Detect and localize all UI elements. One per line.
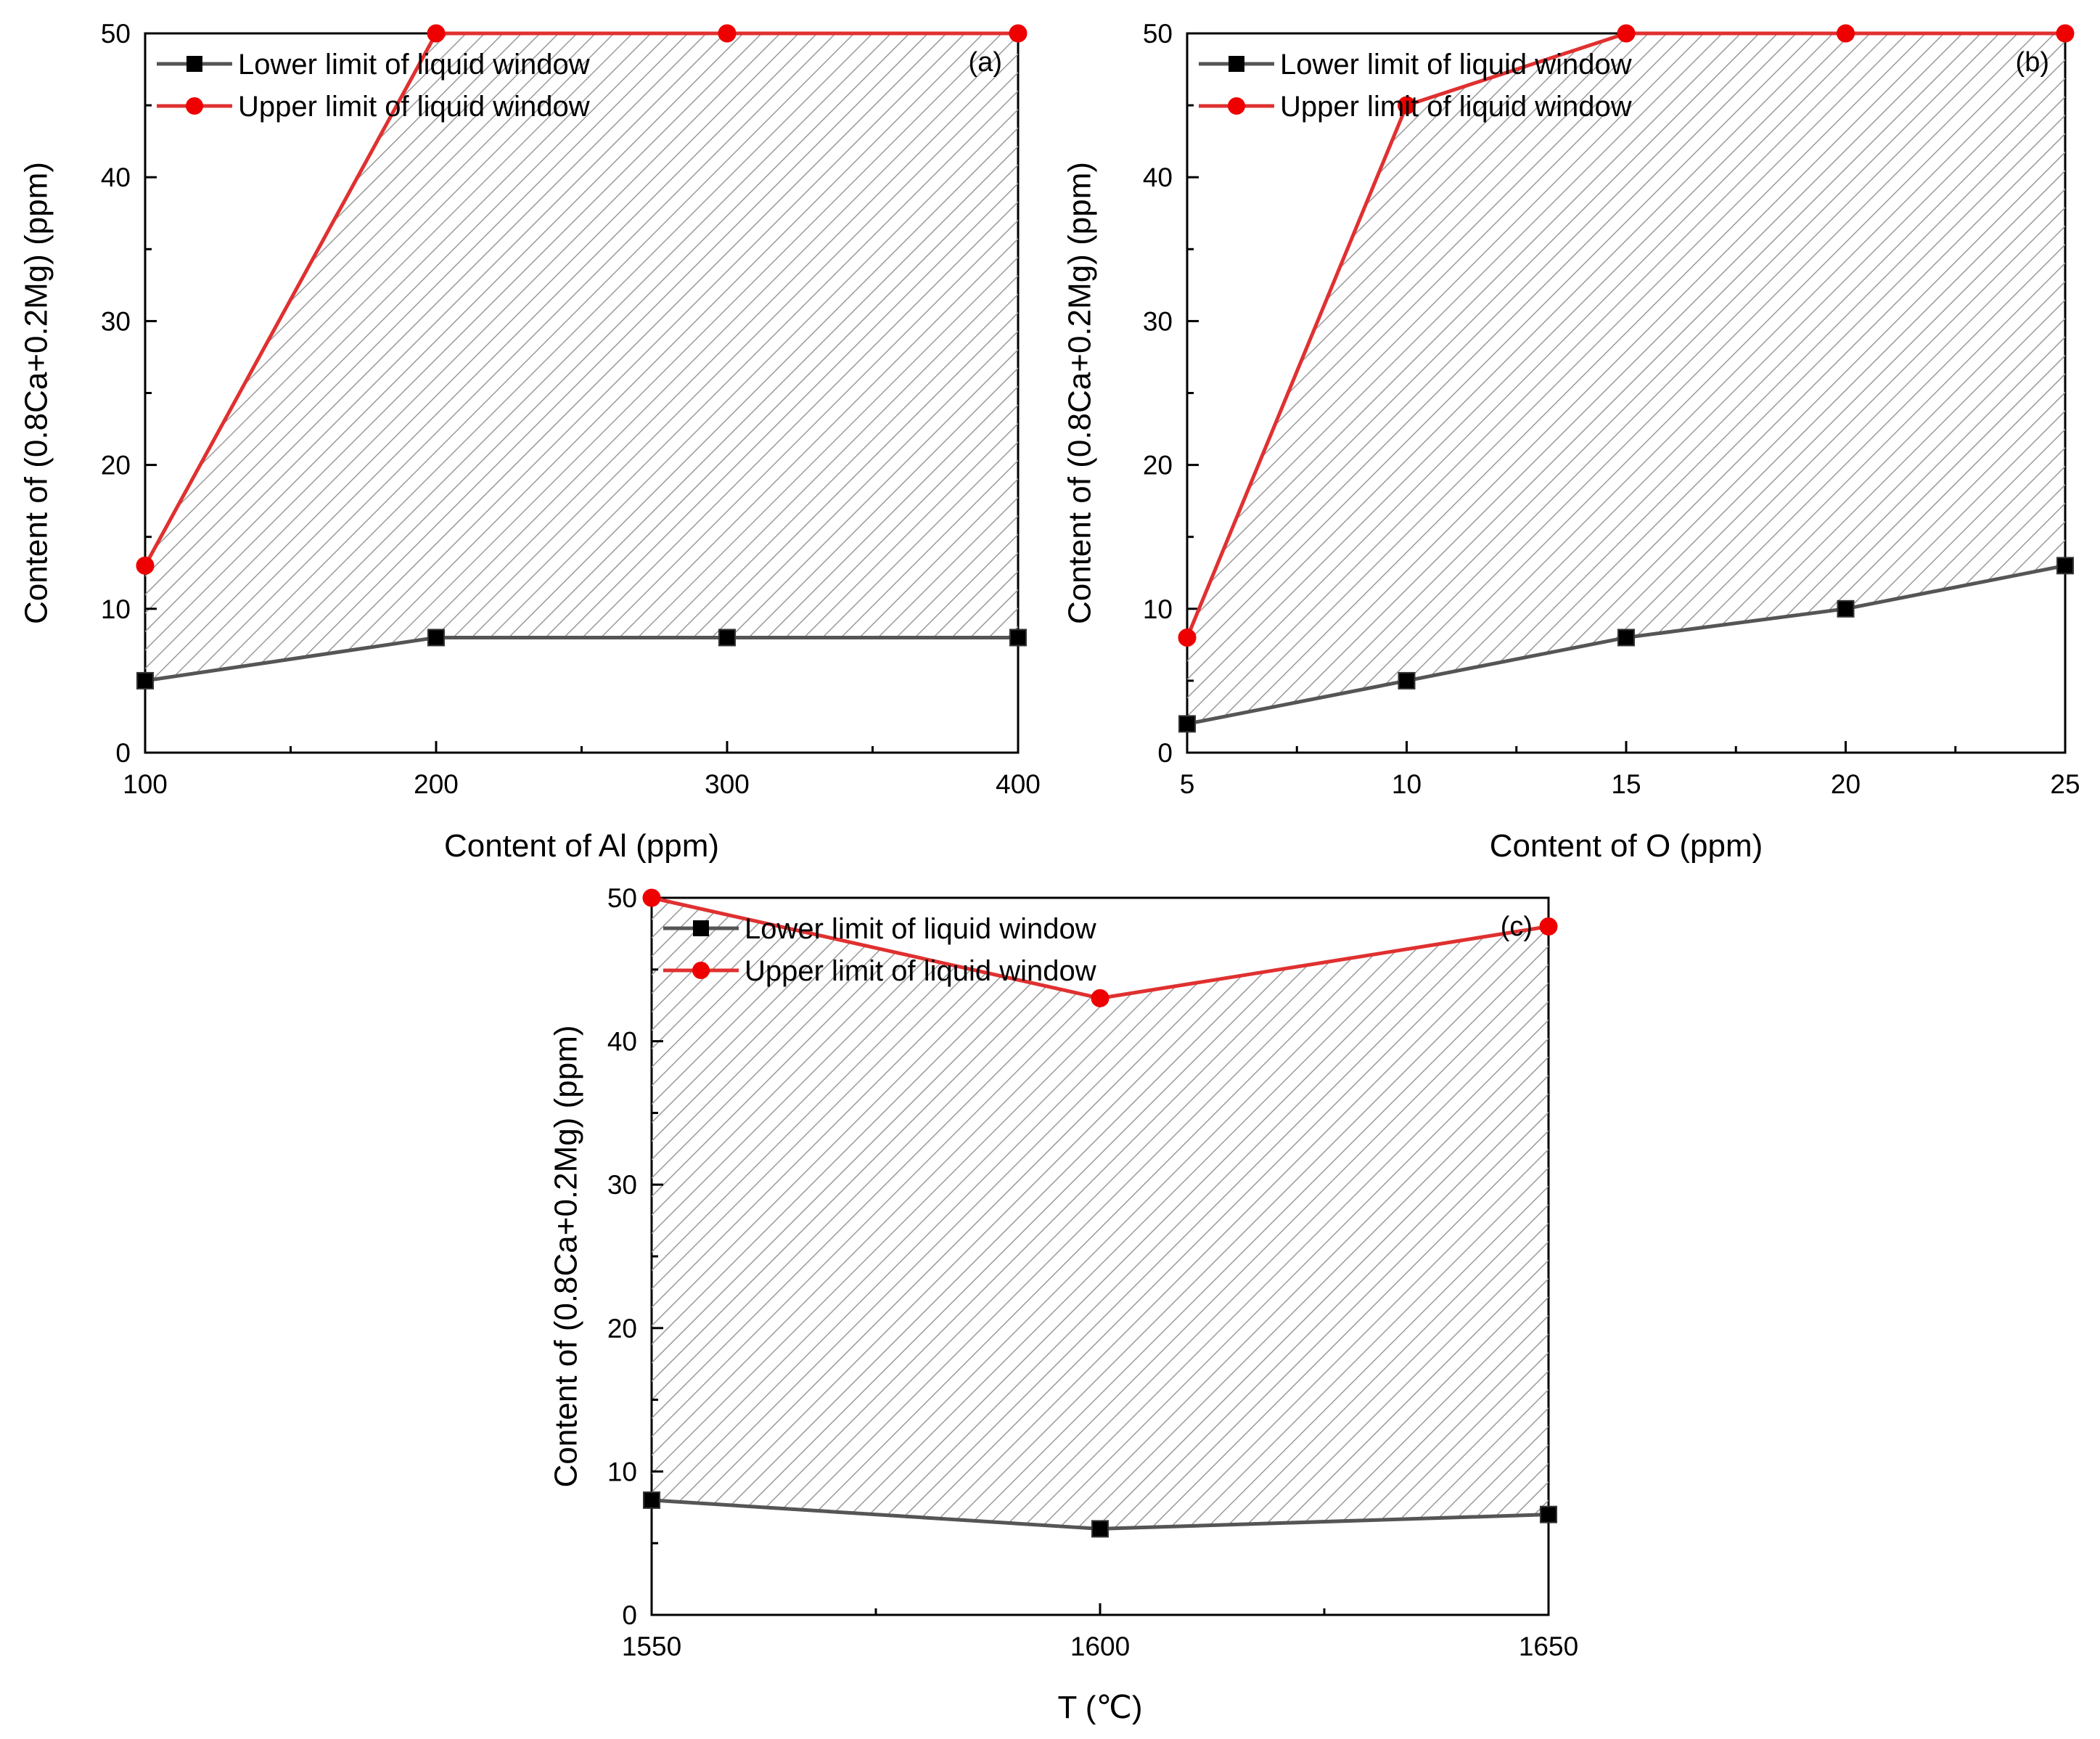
panel-c: 1550 1600 1650 0 10 20 30 40 50 (c) T (℃) Conten…: [549, 883, 1579, 1725]
lower-limit-point: [427, 629, 445, 647]
legend-upper-label: Upper limit of liquid window: [1280, 91, 1632, 123]
upper-limit-point: [1539, 917, 1558, 936]
series-markers: [642, 888, 1558, 1538]
x-tick-label: 100: [123, 769, 168, 799]
legend: Lower limit of liquid window Upper limit…: [1199, 49, 1632, 123]
y-tick-label: 0: [622, 1600, 637, 1630]
axis-ticks: 5 10 15 20 25 0 10 20 30 40 50: [1143, 19, 2080, 799]
liquid-window-shading: [145, 33, 1018, 681]
y-tick-label: 10: [607, 1457, 637, 1486]
x-tick-label: 25: [2050, 769, 2080, 799]
x-tick-label: 300: [705, 769, 750, 799]
axis-ticks: 100 200 300 400 0 10 20 30 40 50: [101, 19, 1041, 799]
x-tick-label: 15: [1611, 769, 1641, 799]
x-tick-label: 1650: [1519, 1632, 1578, 1661]
y-tick-label: 20: [101, 451, 131, 480]
liquid-window-shading: [1187, 33, 2065, 724]
lower-limit-point: [643, 1491, 660, 1509]
y-tick-label: 10: [101, 594, 131, 624]
legend-upper-marker: [186, 97, 203, 115]
y-tick-label: 40: [101, 163, 131, 192]
legend-lower-label: Lower limit of liquid window: [1280, 49, 1632, 81]
legend-upper-label: Upper limit of liquid window: [745, 955, 1096, 987]
y-tick-label: 50: [1143, 19, 1173, 49]
upper-limit-point: [2056, 24, 2075, 43]
upper-limit-point: [642, 888, 661, 907]
upper-limit-point: [1009, 24, 1028, 43]
upper-limit-point: [1837, 24, 1855, 43]
y-tick-label: 20: [607, 1314, 637, 1343]
y-axis-title: Content of (0.8Ca+0.2Mg) (ppm): [19, 162, 54, 624]
y-tick-label: 0: [115, 738, 131, 768]
lower-limit-point: [2056, 557, 2074, 575]
y-axis-title: Content of (0.8Ca+0.2Mg) (ppm): [1062, 162, 1098, 624]
x-tick-label: 1550: [622, 1632, 681, 1661]
legend-upper-label: Upper limit of liquid window: [238, 91, 590, 123]
legend-lower-marker: [1229, 56, 1244, 72]
upper-limit-point: [1091, 989, 1110, 1007]
panel-b: 5 10 15 20 25 0 10 20 30 40 50 (b) Content of O (p…: [1062, 19, 2080, 864]
upper-limit-point: [427, 24, 446, 43]
lower-limit-point: [1009, 629, 1027, 647]
legend-lower-marker: [186, 56, 202, 72]
y-tick-label: 30: [101, 306, 131, 336]
lower-limit-point: [1540, 1505, 1557, 1523]
x-tick-label: 5: [1180, 769, 1195, 799]
lower-limit-point: [1091, 1520, 1109, 1538]
lower-limit-point: [136, 671, 154, 690]
liquid-window-shading: [652, 898, 1549, 1529]
y-tick-label: 20: [1143, 451, 1173, 480]
y-tick-label: 50: [101, 19, 131, 49]
y-axis-title: Content of (0.8Ca+0.2Mg) (ppm): [549, 1025, 584, 1487]
legend-lower-marker: [693, 920, 709, 936]
legend-upper-marker: [1228, 97, 1245, 115]
lower-limit-point: [718, 629, 736, 647]
legend: Lower limit of liquid window Upper limit…: [157, 49, 590, 123]
series-markers: [136, 24, 1028, 690]
axis-ticks: 1550 1600 1650 0 10 20 30 40 50: [607, 883, 1578, 1661]
upper-limit-point: [718, 24, 737, 43]
upper-limit-point: [1178, 628, 1197, 647]
y-tick-label: 40: [1143, 163, 1173, 192]
legend: Lower limit of liquid window Upper limit…: [663, 913, 1096, 987]
y-tick-label: 30: [1143, 306, 1173, 336]
x-tick-label: 1600: [1070, 1632, 1130, 1661]
upper-limit-point: [1398, 96, 1416, 115]
legend-upper-marker: [692, 962, 710, 979]
upper-limit-line: [143, 31, 1018, 567]
y-tick-label: 30: [607, 1170, 637, 1200]
series-markers: [1178, 24, 2075, 733]
x-tick-label: 200: [414, 769, 459, 799]
panel-a: 100 200 300 400 0 10 20 30 40 50 (a) Content of A…: [19, 19, 1041, 864]
x-tick-label: 20: [1831, 769, 1861, 799]
y-tick-label: 0: [1157, 738, 1173, 768]
x-tick-label: 400: [996, 769, 1041, 799]
lower-limit-point: [1837, 600, 1855, 618]
x-axis-title: T (℃): [1057, 1690, 1142, 1725]
y-tick-label: 50: [607, 883, 637, 913]
legend-lower-label: Lower limit of liquid window: [745, 913, 1096, 945]
panel-label: (c): [1501, 912, 1533, 942]
panel-label: (b): [2016, 47, 2049, 78]
lower-limit-point: [1178, 715, 1196, 733]
legend-lower-label: Lower limit of liquid window: [238, 49, 590, 81]
lower-limit-point: [1398, 671, 1416, 690]
lower-limit-line: [144, 635, 1018, 683]
y-tick-label: 10: [1143, 594, 1173, 624]
series-lines: [143, 31, 1018, 683]
x-tick-label: 10: [1392, 769, 1422, 799]
upper-limit-point: [136, 556, 155, 575]
lower-limit-point: [1617, 629, 1635, 647]
x-axis-title: Content of O (ppm): [1490, 828, 1763, 864]
x-axis-title: Content of Al (ppm): [444, 828, 719, 864]
upper-limit-point: [1617, 24, 1636, 43]
y-tick-label: 40: [607, 1027, 637, 1057]
panel-label: (a): [969, 47, 1002, 78]
